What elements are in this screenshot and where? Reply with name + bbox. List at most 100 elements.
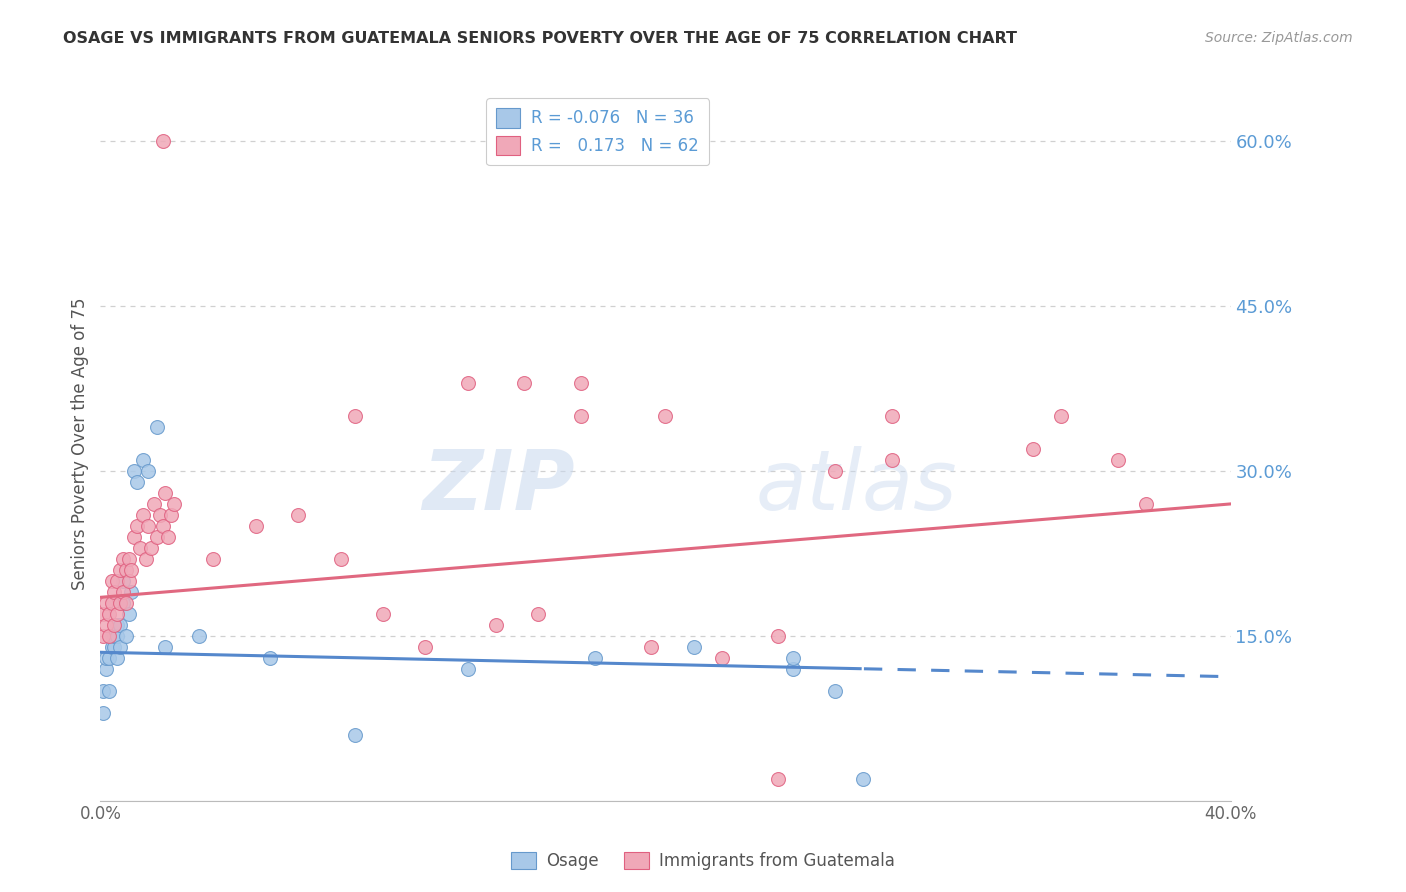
Point — [94, 650, 117, 665]
Text: ZIP: ZIP — [422, 446, 575, 527]
Point — [132, 453, 155, 467]
Point — [654, 409, 676, 423]
Point — [141, 541, 163, 555]
Point — [155, 640, 177, 654]
Point — [108, 563, 131, 577]
Point — [97, 683, 120, 698]
Point — [1050, 409, 1073, 423]
Point — [91, 706, 114, 720]
Point — [569, 376, 592, 390]
Point — [880, 453, 903, 467]
Point — [120, 563, 142, 577]
Point — [259, 650, 281, 665]
Point — [105, 617, 128, 632]
Point — [188, 629, 211, 643]
Point — [287, 508, 309, 522]
Point — [163, 497, 186, 511]
Point — [157, 530, 180, 544]
Text: atlas: atlas — [756, 446, 957, 527]
Point — [132, 508, 155, 522]
Point — [782, 650, 804, 665]
Point — [111, 574, 134, 588]
Point — [114, 596, 136, 610]
Point — [413, 640, 436, 654]
Point — [711, 650, 734, 665]
Point — [122, 464, 145, 478]
Point — [343, 409, 366, 423]
Point — [105, 629, 128, 643]
Point — [125, 475, 148, 489]
Point — [117, 607, 139, 621]
Point — [105, 574, 128, 588]
Point — [100, 596, 122, 610]
Point — [100, 574, 122, 588]
Point — [152, 134, 174, 148]
Point — [1022, 442, 1045, 456]
Point — [371, 607, 394, 621]
Point — [682, 640, 704, 654]
Point — [135, 552, 157, 566]
Point — [103, 640, 125, 654]
Point — [111, 584, 134, 599]
Point — [91, 683, 114, 698]
Point — [768, 772, 790, 786]
Point — [527, 607, 550, 621]
Point — [149, 508, 172, 522]
Point — [146, 530, 169, 544]
Point — [457, 376, 479, 390]
Point — [114, 629, 136, 643]
Point — [245, 519, 267, 533]
Point — [122, 530, 145, 544]
Text: Source: ZipAtlas.com: Source: ZipAtlas.com — [1205, 31, 1353, 45]
Point — [152, 519, 174, 533]
Point — [108, 596, 131, 610]
Point — [160, 508, 183, 522]
Point — [103, 584, 125, 599]
Point — [513, 376, 536, 390]
Point — [125, 519, 148, 533]
Point — [138, 519, 160, 533]
Y-axis label: Seniors Poverty Over the Age of 75: Seniors Poverty Over the Age of 75 — [72, 297, 89, 590]
Point — [155, 486, 177, 500]
Point — [138, 464, 160, 478]
Point — [105, 650, 128, 665]
Point — [117, 574, 139, 588]
Point — [94, 617, 117, 632]
Point — [108, 640, 131, 654]
Point — [202, 552, 225, 566]
Point — [91, 629, 114, 643]
Point — [97, 650, 120, 665]
Point — [91, 607, 114, 621]
Point — [94, 596, 117, 610]
Point — [111, 596, 134, 610]
Point — [768, 629, 790, 643]
Point — [114, 563, 136, 577]
Point — [329, 552, 352, 566]
Point — [569, 409, 592, 423]
Point — [143, 497, 166, 511]
Point — [105, 607, 128, 621]
Point — [880, 409, 903, 423]
Point — [129, 541, 152, 555]
Point — [457, 662, 479, 676]
Legend: R = -0.076   N = 36, R =   0.173   N = 62: R = -0.076 N = 36, R = 0.173 N = 62 — [486, 98, 709, 165]
Point — [824, 464, 846, 478]
Point — [146, 420, 169, 434]
Point — [108, 617, 131, 632]
Point — [583, 650, 606, 665]
Point — [852, 772, 875, 786]
Point — [103, 617, 125, 632]
Legend: Osage, Immigrants from Guatemala: Osage, Immigrants from Guatemala — [505, 845, 901, 877]
Point — [120, 584, 142, 599]
Point — [824, 683, 846, 698]
Point — [782, 662, 804, 676]
Point — [97, 629, 120, 643]
Point — [103, 629, 125, 643]
Text: OSAGE VS IMMIGRANTS FROM GUATEMALA SENIORS POVERTY OVER THE AGE OF 75 CORRELATIO: OSAGE VS IMMIGRANTS FROM GUATEMALA SENIO… — [63, 31, 1018, 46]
Point — [640, 640, 662, 654]
Point — [100, 629, 122, 643]
Point — [117, 552, 139, 566]
Point — [1135, 497, 1157, 511]
Point — [100, 640, 122, 654]
Point — [111, 552, 134, 566]
